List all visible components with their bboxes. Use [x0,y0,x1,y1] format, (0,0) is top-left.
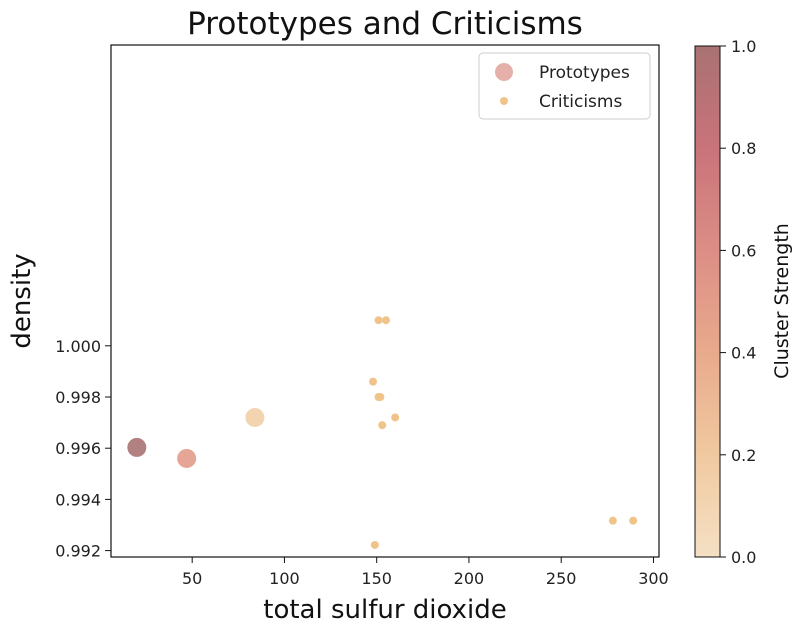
colorbar-tick-label: 0.2 [731,446,756,465]
legend-label-criticisms: Criticisms [539,92,622,112]
y-tick-label: 0.998 [55,388,101,407]
colorbar-tick-label: 0.6 [731,241,756,260]
legend-box [478,52,651,120]
x-axis-ticks: 50 100 150 200 250 300 [182,557,669,588]
y-tick-label: 0.996 [55,439,101,458]
plot-frame [110,44,660,558]
colorbar-tick-label: 0.0 [731,548,756,567]
prototype-point [177,448,197,468]
colorbar-gradient [694,45,721,558]
criticism-point [376,393,385,401]
criticism-point [391,413,400,422]
y-tick-label: 0.994 [55,490,101,509]
criticism-point [374,316,383,325]
x-tick-label: 100 [269,569,300,588]
x-tick-label: 150 [361,569,392,588]
criticism-point [629,516,638,525]
y-tick-label: 1.000 [55,337,101,356]
criticism-point [381,316,390,325]
colorbar-label: Cluster Strength [771,223,793,379]
y-axis-ticks: 0.992 0.994 0.996 0.998 1.000 [55,337,111,561]
legend-marker-prototypes [495,63,513,81]
x-axis-label: total sulfur dioxide [263,595,507,625]
x-tick-label: 250 [546,569,577,588]
x-tick-label: 300 [638,569,669,588]
colorbar-tick-label: 0.4 [731,344,756,363]
x-tick-label: 200 [454,569,485,588]
criticism-point [370,540,379,549]
criticism-point [608,516,617,525]
criticism-point [369,377,378,386]
criticism-points [369,316,638,549]
colorbar-tick-label: 1.0 [731,37,756,56]
plot-area [110,44,660,558]
colorbar-ticks: 0.0 0.2 0.4 0.6 0.8 1.0 [720,37,756,567]
x-tick-label: 50 [182,569,202,588]
prototype-points [127,407,265,468]
criticism-point [378,421,387,430]
colorbar: 0.0 0.2 0.4 0.6 0.8 1.0 Cluster Strength [694,37,793,567]
chart-title: Prototypes and Criticisms [187,6,583,42]
prototype-point [127,437,147,457]
legend-marker-criticisms [500,97,508,105]
y-tick-label: 0.992 [55,542,101,561]
colorbar-tick-label: 0.8 [731,139,756,158]
legend: Prototypes Criticisms [478,52,651,120]
y-axis-label: density [7,253,37,348]
prototype-point [245,407,265,427]
legend-label-prototypes: Prototypes [539,63,630,83]
